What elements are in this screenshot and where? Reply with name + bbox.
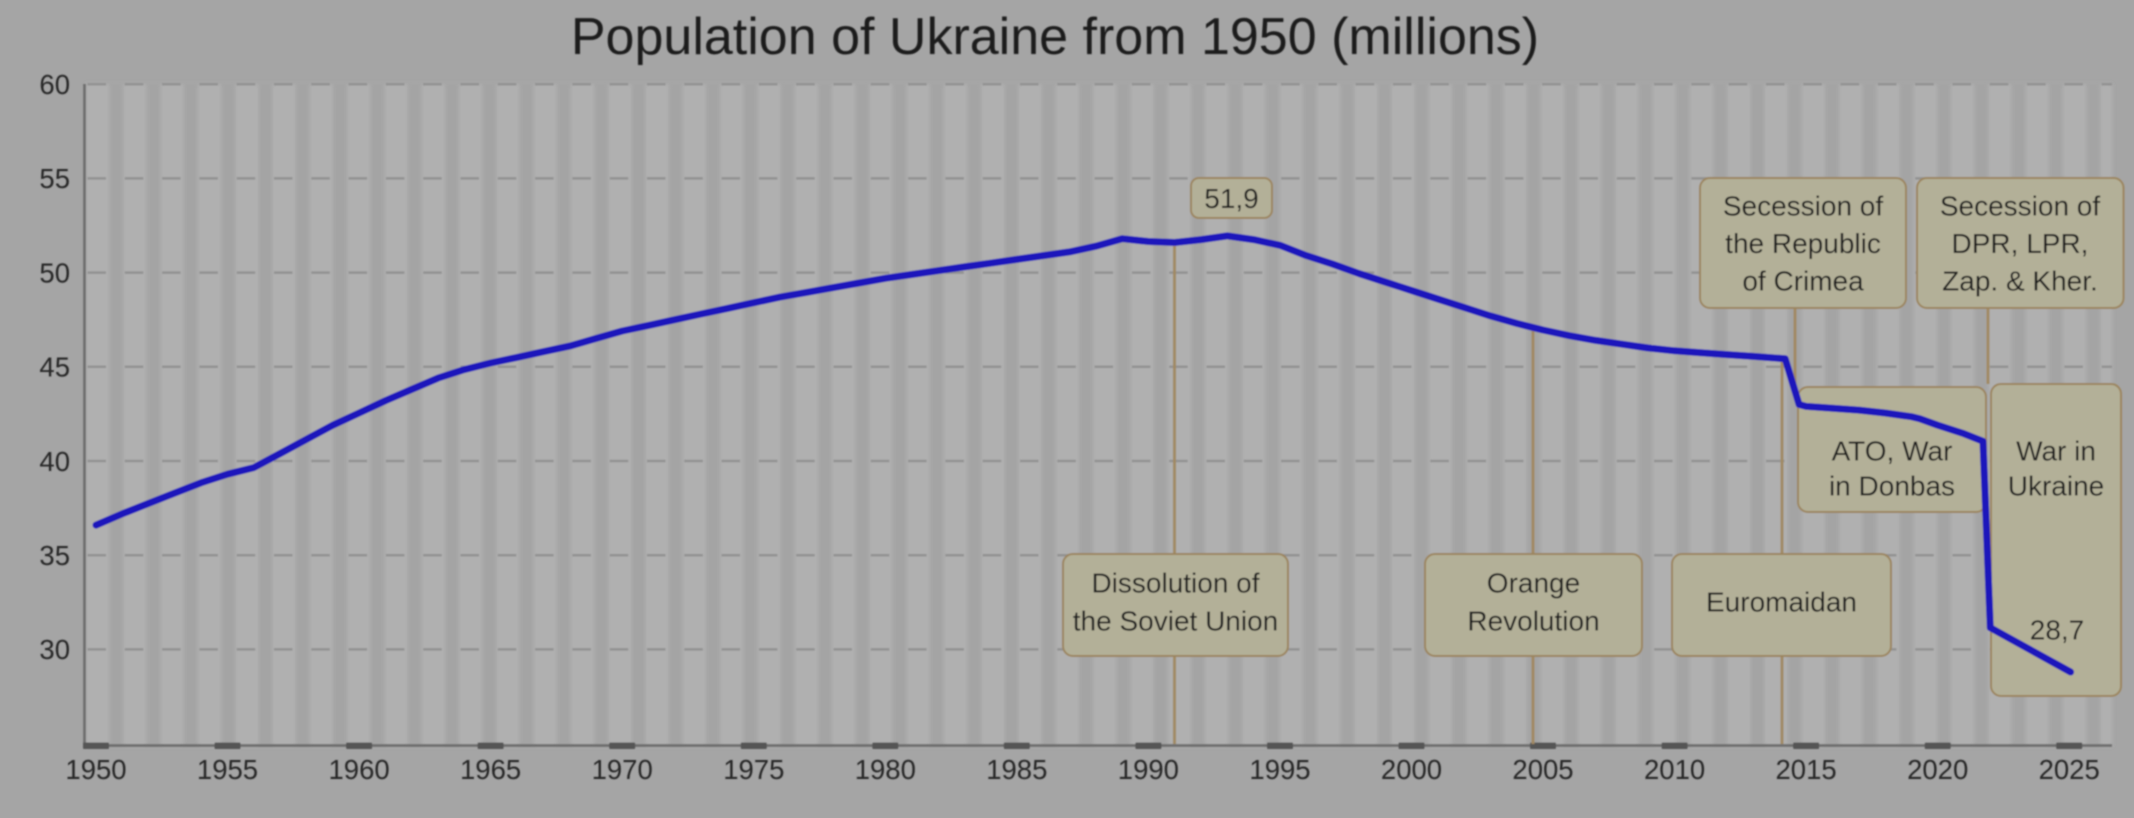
svg-text:1985: 1985 (986, 754, 1047, 785)
svg-text:Revolution: Revolution (1467, 606, 1599, 637)
svg-text:1995: 1995 (1249, 754, 1310, 785)
svg-text:2010: 2010 (1644, 754, 1705, 785)
svg-text:50: 50 (39, 257, 70, 288)
svg-text:30: 30 (39, 634, 70, 665)
svg-text:Secession of: Secession of (1723, 191, 1884, 222)
svg-text:1960: 1960 (329, 754, 390, 785)
svg-text:1965: 1965 (460, 754, 521, 785)
svg-text:of Crimea: of Crimea (1742, 266, 1864, 297)
svg-text:2000: 2000 (1381, 754, 1442, 785)
svg-text:1970: 1970 (592, 754, 653, 785)
svg-text:DPR, LPR,: DPR, LPR, (1952, 228, 2089, 259)
svg-text:the Soviet Union: the Soviet Union (1073, 606, 1278, 637)
svg-text:Population of Ukraine from 195: Population of Ukraine from 1950 (million… (571, 8, 1539, 66)
svg-text:1990: 1990 (1118, 754, 1179, 785)
svg-text:War in: War in (2016, 436, 2096, 467)
svg-text:40: 40 (39, 446, 70, 477)
svg-text:in Donbas: in Donbas (1829, 471, 1955, 502)
svg-text:Euromaidan: Euromaidan (1706, 587, 1857, 618)
svg-text:the Republic: the Republic (1725, 228, 1881, 259)
svg-text:51,9: 51,9 (1204, 183, 1259, 214)
svg-text:2015: 2015 (1776, 754, 1837, 785)
svg-text:Orange: Orange (1487, 568, 1580, 599)
svg-text:1980: 1980 (855, 754, 916, 785)
svg-text:45: 45 (39, 352, 70, 383)
svg-text:1950: 1950 (65, 754, 126, 785)
svg-text:Dissolution of: Dissolution of (1091, 568, 1259, 599)
svg-text:60: 60 (39, 69, 70, 100)
svg-text:1975: 1975 (723, 754, 784, 785)
svg-text:2020: 2020 (1907, 754, 1968, 785)
svg-text:35: 35 (39, 540, 70, 571)
svg-text:2025: 2025 (2039, 754, 2100, 785)
svg-text:Secession of: Secession of (1940, 191, 2101, 222)
svg-text:Zap. & Kher.: Zap. & Kher. (1942, 266, 2098, 297)
svg-text:Ukraine: Ukraine (2008, 471, 2104, 502)
svg-text:55: 55 (39, 163, 70, 194)
svg-text:28,7: 28,7 (2030, 615, 2085, 646)
svg-text:ATO, War: ATO, War (1832, 436, 1953, 467)
svg-text:1955: 1955 (197, 754, 258, 785)
svg-text:2005: 2005 (1512, 754, 1573, 785)
